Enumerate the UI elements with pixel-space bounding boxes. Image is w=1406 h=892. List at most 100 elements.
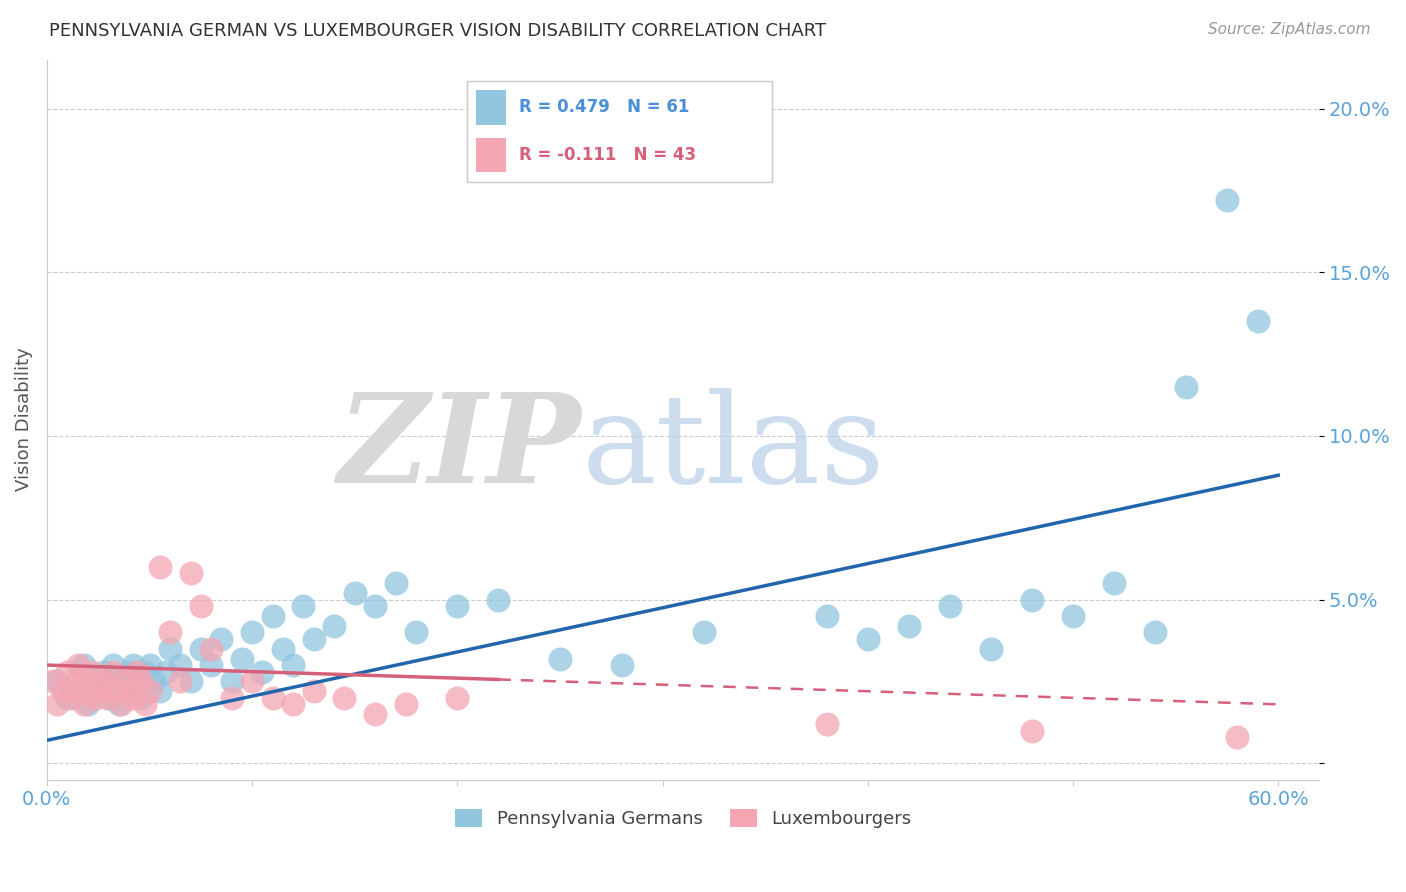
Point (118, 665, 141, 679)
Point (548, 651, 571, 665)
Point (80, 674, 103, 689)
Point (446, 690, 468, 705)
Point (240, 625, 263, 640)
Text: Source: ZipAtlas.com: Source: ZipAtlas.com (1208, 22, 1371, 37)
Point (60, 690, 83, 705)
Point (56, 665, 79, 679)
Point (46, 674, 69, 689)
Point (84, 690, 107, 705)
Point (107, 698, 129, 712)
Point (159, 641, 181, 656)
Point (134, 698, 156, 712)
Point (42, 674, 65, 689)
Point (1021, 592, 1043, 607)
Point (73, 698, 96, 712)
Point (364, 599, 387, 614)
Point (155, 665, 177, 679)
Point (129, 674, 152, 689)
Point (69, 684, 91, 698)
Point (405, 625, 427, 640)
Point (87, 684, 110, 698)
Point (283, 658, 305, 673)
Point (97, 674, 120, 689)
Point (97, 690, 120, 705)
Point (221, 690, 243, 705)
Point (209, 632, 232, 646)
Text: atlas: atlas (581, 388, 884, 509)
Point (856, 632, 879, 646)
Point (97, 690, 120, 705)
Point (93, 665, 115, 679)
Point (118, 684, 141, 698)
Point (190, 641, 212, 656)
Point (180, 674, 202, 689)
Point (190, 599, 212, 614)
Point (122, 690, 145, 705)
Point (271, 641, 294, 656)
Point (221, 674, 243, 689)
Point (231, 651, 253, 665)
Point (302, 632, 325, 646)
Point (1247, 314, 1270, 328)
Point (486, 592, 509, 607)
Point (101, 665, 124, 679)
Point (134, 665, 156, 679)
Point (364, 707, 387, 722)
Point (333, 690, 356, 705)
Point (107, 674, 129, 689)
Point (1144, 625, 1167, 640)
Point (323, 619, 346, 633)
Point (1226, 730, 1249, 744)
Point (114, 684, 136, 698)
Point (138, 684, 160, 698)
Point (1062, 609, 1084, 624)
Point (262, 690, 284, 705)
Text: PENNSYLVANIA GERMAN VS LUXEMBOURGER VISION DISABILITY CORRELATION CHART: PENNSYLVANIA GERMAN VS LUXEMBOURGER VISI… (49, 22, 827, 40)
Point (118, 684, 141, 698)
Point (200, 641, 222, 656)
Point (142, 674, 165, 689)
Point (77, 698, 100, 712)
Point (692, 625, 714, 640)
Text: ZIP: ZIP (337, 388, 581, 509)
Point (127, 674, 149, 689)
Point (122, 658, 145, 673)
Point (101, 658, 124, 673)
Point (180, 566, 202, 581)
Point (149, 684, 172, 698)
Point (939, 599, 962, 614)
Legend: Pennsylvania Germans, Luxembourgers: Pennsylvania Germans, Luxembourgers (447, 802, 918, 836)
Point (384, 576, 406, 591)
Point (66, 684, 89, 698)
Point (302, 684, 325, 698)
Point (1216, 194, 1239, 208)
Point (283, 698, 305, 712)
Point (815, 609, 838, 624)
Point (80, 665, 103, 679)
Point (73, 658, 96, 673)
Point (980, 641, 1002, 656)
Point (93, 674, 115, 689)
Point (149, 560, 172, 574)
Point (129, 690, 152, 705)
Point (815, 717, 838, 731)
Point (1021, 723, 1043, 738)
Point (343, 586, 366, 600)
Point (114, 674, 136, 689)
Point (262, 609, 284, 624)
Point (89, 684, 111, 698)
Point (66, 658, 89, 673)
Point (252, 665, 274, 679)
Y-axis label: Vision Disability: Vision Disability (15, 348, 32, 491)
Point (610, 658, 633, 673)
Point (56, 690, 79, 705)
Point (169, 674, 191, 689)
Point (200, 658, 222, 673)
Point (65, 674, 87, 689)
Point (138, 658, 160, 673)
Point (105, 684, 128, 698)
Point (292, 599, 315, 614)
Point (446, 599, 468, 614)
Point (159, 625, 181, 640)
Point (169, 658, 191, 673)
